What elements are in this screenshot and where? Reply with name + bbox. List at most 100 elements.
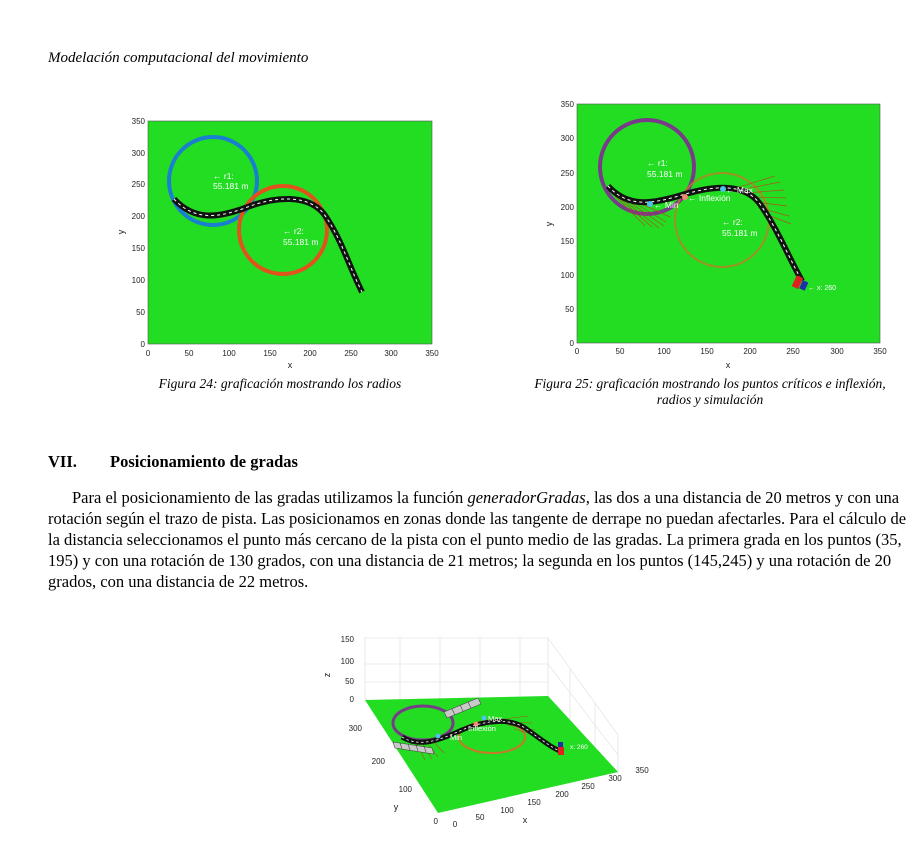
x-tick: 50: [616, 347, 625, 356]
r1-label: ← r1:: [647, 158, 668, 168]
y-axis-ticks: 0 50 100 150 200 250 300 350: [132, 117, 146, 349]
y-tick: 200: [372, 757, 386, 766]
y-tick: 250: [561, 169, 575, 178]
inflexion-label: Inflexión: [468, 724, 496, 733]
section-number: VII.: [48, 452, 77, 471]
r2-value: 55.181 m: [283, 237, 318, 247]
y-tick: 0: [434, 817, 439, 826]
track-centerline: [401, 721, 561, 752]
radius-circle-r2: [237, 184, 329, 276]
max-label: ← Max: [726, 185, 754, 195]
y-tick: 50: [565, 305, 574, 314]
running-header: Modelación computacional del movimiento: [48, 50, 309, 66]
inflexion-point-marker: [682, 194, 688, 200]
y-tick: 150: [561, 237, 575, 246]
r2-label: ← r2:: [722, 217, 743, 227]
z-tick: 50: [345, 677, 354, 686]
x-tick: 350: [873, 347, 887, 356]
r1-value: 55.181 m: [647, 169, 682, 179]
x-tick: 250: [344, 349, 358, 358]
min-point-marker: [435, 733, 441, 739]
y-axis-label: y: [394, 802, 399, 812]
y-axis-ticks: 0 50 100 150 200 250 300 350: [561, 100, 575, 348]
paragraph-text: , las dos a una distancia de 20 metros y…: [48, 488, 907, 591]
x-tick: 50: [185, 349, 194, 358]
ground-plane: [365, 696, 618, 813]
x-axis-ticks: 0 50 100 150 200 250 300 350: [146, 349, 439, 358]
x-tick: 150: [700, 347, 714, 356]
x-axis-ticks: 0 50 100 150 200 250 300 350: [575, 347, 887, 356]
section-title: Posicionamiento de gradas: [110, 452, 298, 471]
track-centerline: [607, 185, 803, 282]
car-marker: [558, 747, 564, 755]
x-tick: 0: [453, 820, 458, 829]
x-axis-label: x: [523, 815, 528, 825]
car-marker-blue: [558, 742, 563, 747]
inflexion-point-marker: [473, 721, 479, 727]
x-tick: 0: [146, 349, 151, 358]
y-tick: 300: [561, 134, 575, 143]
x-tick: 0: [575, 347, 580, 356]
x-tick: 300: [608, 774, 622, 783]
track-centerline: [173, 198, 363, 293]
x-tick: 250: [581, 782, 595, 791]
r1-label: ← r1:: [213, 171, 234, 181]
y-tick: 100: [561, 271, 575, 280]
y-tick: 50: [136, 308, 145, 317]
car-label: x: 260: [570, 744, 588, 751]
section-heading: VII. Posicionamiento de gradas: [48, 452, 298, 472]
figure-24-plot: 0 50 100 150 200 250 300 350 0 50 100 15…: [116, 117, 439, 370]
y-tick: 200: [132, 212, 146, 221]
x-axis-label: x: [726, 360, 731, 370]
z-axis-label: z: [322, 672, 332, 677]
grandstand-2: [443, 697, 482, 719]
min-point-marker: [647, 201, 653, 207]
caption-line-1: Figura 25: graficación mostrando los pun…: [534, 376, 886, 391]
y-tick: 350: [561, 100, 575, 109]
z-tick: 100: [341, 657, 355, 666]
grandstand-1: [392, 741, 435, 755]
x-tick: 200: [555, 790, 569, 799]
body-paragraph: Para el posicionamiento de las gradas ut…: [48, 487, 918, 592]
y-tick: 150: [132, 244, 146, 253]
radius-circle-r1: [167, 135, 259, 227]
car-marker: [791, 275, 804, 290]
z-tick: 150: [341, 635, 355, 644]
y-tick: 300: [132, 149, 146, 158]
y-tick: 0: [141, 340, 146, 349]
car-label: ← x: 260: [808, 285, 836, 292]
plot-area: [576, 103, 881, 344]
car-marker-blue: [799, 280, 809, 291]
figure-24-caption: Figura 24: graficación mostrando los rad…: [158, 376, 402, 391]
y-axis-label: y: [544, 221, 554, 226]
caption-line-2: radios y simulación: [656, 392, 764, 407]
max-point-marker: [720, 186, 726, 192]
x-tick: 150: [263, 349, 277, 358]
x-tick: 350: [425, 349, 439, 358]
x-tick: 300: [384, 349, 398, 358]
y-tick: 100: [132, 276, 146, 285]
3d-grid: [364, 637, 619, 774]
z-tick: 0: [350, 695, 355, 704]
x-tick: 50: [476, 813, 485, 822]
x-tick: 300: [830, 347, 844, 356]
min-label: Min: [450, 733, 462, 742]
x-tick: 350: [635, 766, 649, 775]
figure-3d-plot: 150 100 50 0 z 300 200 100 0 y 0 50 100 …: [322, 635, 649, 829]
plot-area: [147, 120, 433, 345]
figure-25-plot: 0 50 100 150 200 250 300 350 0 50 100 15…: [544, 100, 887, 370]
paragraph-text: Para el posicionamiento de las gradas ut…: [72, 488, 468, 507]
max-point-marker: [481, 715, 487, 721]
function-name: generadorGradas: [467, 488, 586, 507]
y-tick: 200: [561, 203, 575, 212]
x-tick: 200: [303, 349, 317, 358]
min-label: ← Min: [654, 200, 679, 210]
x-tick: 250: [786, 347, 800, 356]
r2-label: ← r2:: [283, 226, 304, 236]
inflexion-label: ← Inflexión: [688, 193, 731, 203]
r2-value: 55.181 m: [722, 228, 757, 238]
x-tick: 100: [657, 347, 671, 356]
x-tick: 200: [743, 347, 757, 356]
y-tick: 0: [570, 339, 575, 348]
y-tick: 250: [132, 180, 146, 189]
